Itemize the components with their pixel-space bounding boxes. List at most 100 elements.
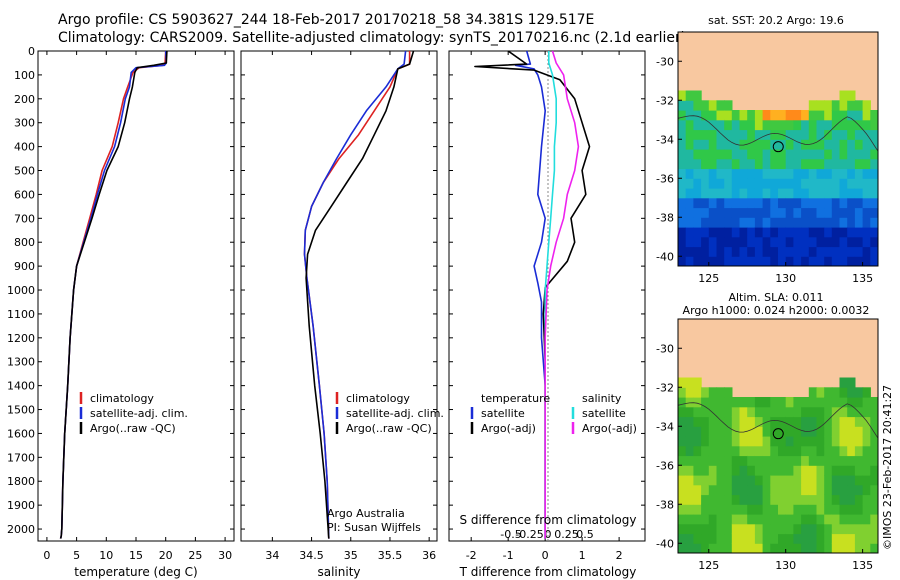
map-cell (731, 178, 741, 189)
map-cell (870, 207, 878, 218)
map-cell (831, 246, 841, 257)
map-cell (785, 149, 794, 160)
map-cell (831, 436, 841, 447)
map-cell (839, 523, 848, 535)
map-cell (708, 188, 718, 199)
map-cell (854, 168, 864, 179)
map-cell (754, 494, 764, 505)
map-cell (678, 484, 687, 496)
map-cell (785, 406, 794, 418)
map-cell (731, 445, 741, 457)
map-cell (701, 110, 710, 121)
map-cell (870, 533, 878, 544)
map-cell (754, 475, 764, 486)
map-cell (762, 436, 771, 447)
map-cell (708, 523, 718, 535)
y-tick-label: 2000 (7, 523, 35, 536)
map-cell (685, 129, 694, 140)
map-cell (801, 149, 810, 160)
map-cell (678, 100, 687, 111)
map-cell (747, 416, 756, 427)
map-cell (862, 533, 871, 544)
map-cell (862, 523, 871, 535)
map-cell (847, 406, 856, 418)
map-cell (785, 445, 794, 457)
map-cell (693, 119, 702, 131)
map-cell (693, 168, 702, 179)
map-cell (847, 504, 856, 515)
map-cell (747, 475, 756, 486)
map-cell (854, 158, 864, 170)
map-cell (716, 465, 725, 476)
y-tick-label: 100 (14, 69, 35, 82)
map-cell (793, 197, 802, 209)
map-cell (724, 397, 733, 408)
salinity-diff-tick-label: 0 (545, 528, 552, 541)
y-tick-label: 1100 (7, 308, 35, 321)
map-cell (870, 217, 878, 228)
salinity-axes (240, 50, 438, 542)
map-cell (762, 494, 771, 505)
map-cell (785, 158, 794, 170)
map-cell (854, 436, 864, 447)
map-cell (724, 543, 733, 553)
map-cell (747, 436, 756, 447)
map-cell (870, 188, 878, 199)
map-cell (801, 236, 810, 248)
map-cell (870, 168, 878, 179)
map-cell (778, 465, 787, 476)
map-cell (678, 168, 687, 179)
map-cell (785, 236, 794, 248)
map-cell (708, 475, 718, 486)
map-cell (762, 406, 771, 418)
map-cell (854, 494, 864, 505)
map-cell (754, 436, 764, 447)
map-cell (716, 168, 725, 179)
map-cell (847, 217, 856, 228)
map-cell (808, 533, 818, 544)
map-cell (816, 188, 825, 199)
map-cell (716, 533, 725, 544)
map-cell (870, 426, 878, 437)
map-cell (816, 484, 825, 496)
map-cell (708, 445, 718, 457)
map-cell (754, 445, 764, 457)
map-cell (801, 129, 810, 140)
map-cell (839, 397, 848, 408)
map-cell (870, 149, 878, 160)
map-cell (824, 119, 833, 131)
map-cell (816, 100, 825, 111)
map-cell (870, 236, 878, 248)
map-cell (831, 188, 841, 199)
map-cell (801, 256, 810, 266)
map-cell (862, 168, 871, 179)
map-cell (793, 465, 802, 476)
map-cell (731, 129, 741, 140)
map-cell (747, 484, 756, 496)
map-cell (678, 129, 687, 140)
map-cell (816, 504, 825, 515)
map-cell (793, 129, 802, 140)
map-cell (847, 168, 856, 179)
map-cell (839, 504, 848, 515)
map-cell (739, 465, 748, 476)
map-cell (754, 158, 764, 170)
map-cell (693, 533, 702, 544)
map-cell (808, 387, 818, 398)
map-cell (693, 455, 702, 466)
map-cell (701, 119, 710, 131)
map-cell (716, 475, 725, 486)
map-cell (847, 236, 856, 248)
map-cell (685, 543, 694, 553)
map-cell (808, 100, 818, 111)
map-cell (778, 178, 787, 189)
map-cell (824, 475, 833, 486)
x-tick-label: 34.5 (299, 549, 324, 562)
map-cell (778, 426, 787, 437)
map-cell (770, 475, 779, 486)
map-cell (854, 426, 864, 437)
map-cell (693, 514, 702, 525)
map-cell (793, 484, 802, 496)
map-cell (847, 377, 856, 388)
